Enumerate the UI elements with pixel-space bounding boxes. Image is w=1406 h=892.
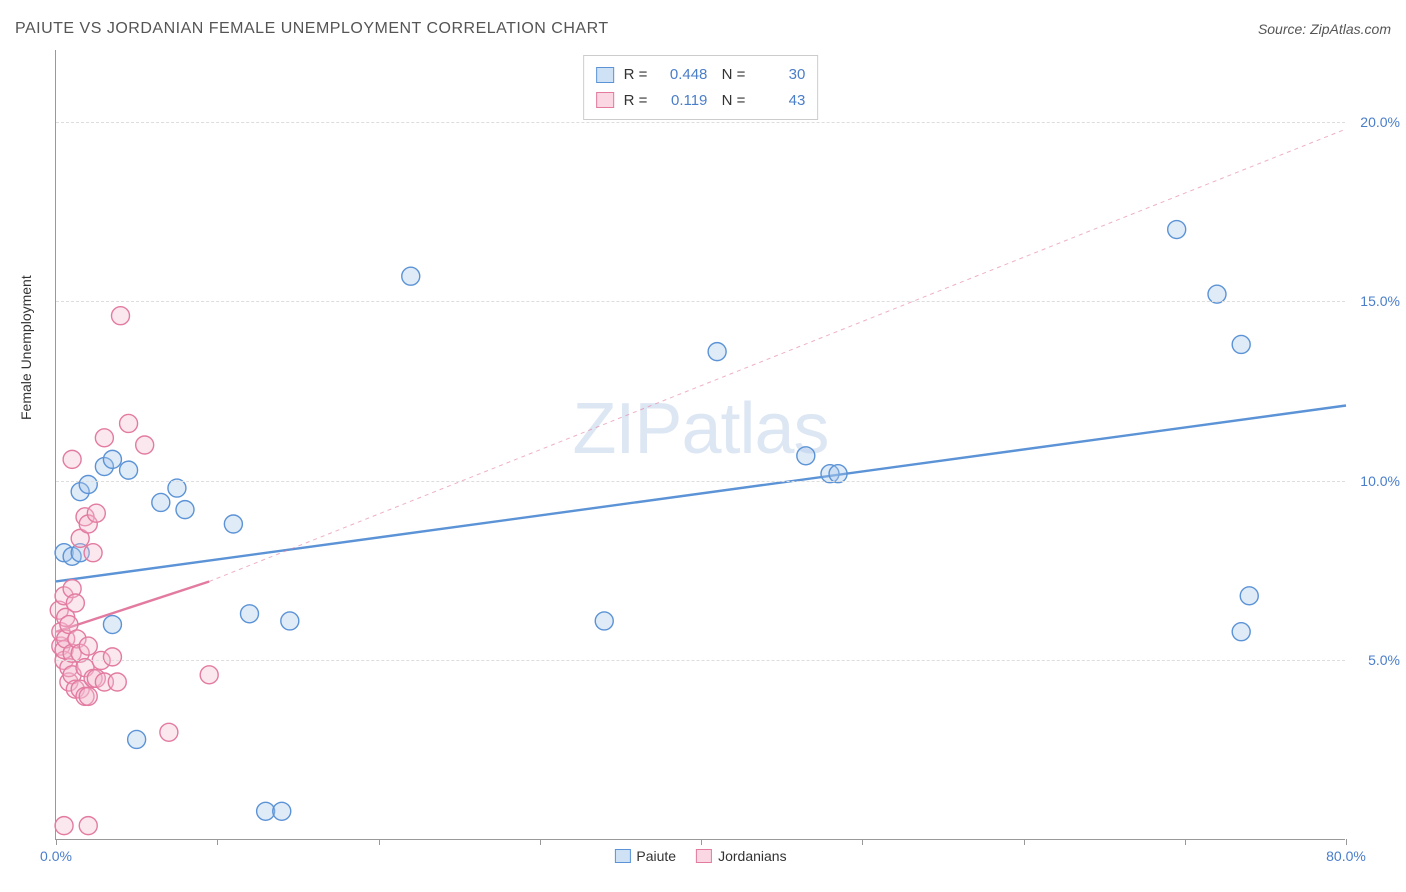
y-axis-label: Female Unemployment — [18, 275, 34, 420]
legend-row-paiute: R = 0.448 N = 30 — [596, 62, 806, 88]
series-legend: Paiute Jordanians — [614, 848, 786, 864]
swatch-paiute-icon — [614, 849, 630, 863]
correlation-legend: R = 0.448 N = 30 R = 0.119 N = 43 — [583, 55, 819, 120]
chart-title: PAIUTE VS JORDANIAN FEMALE UNEMPLOYMENT … — [15, 20, 609, 38]
legend-item-paiute: Paiute — [614, 848, 676, 864]
legend-row-jordanians: R = 0.119 N = 43 — [596, 88, 806, 114]
chart-header: PAIUTE VS JORDANIAN FEMALE UNEMPLOYMENT … — [15, 20, 1391, 38]
plot-area: ZIPatlas R = 0.448 N = 30 R = 0.119 N = … — [55, 50, 1345, 840]
swatch-jordanians — [596, 92, 614, 108]
swatch-paiute — [596, 67, 614, 83]
chart-svg — [56, 50, 1345, 839]
source-attribution: Source: ZipAtlas.com — [1258, 21, 1391, 37]
legend-item-jordanians: Jordanians — [696, 848, 787, 864]
swatch-jordanians-icon — [696, 849, 712, 863]
